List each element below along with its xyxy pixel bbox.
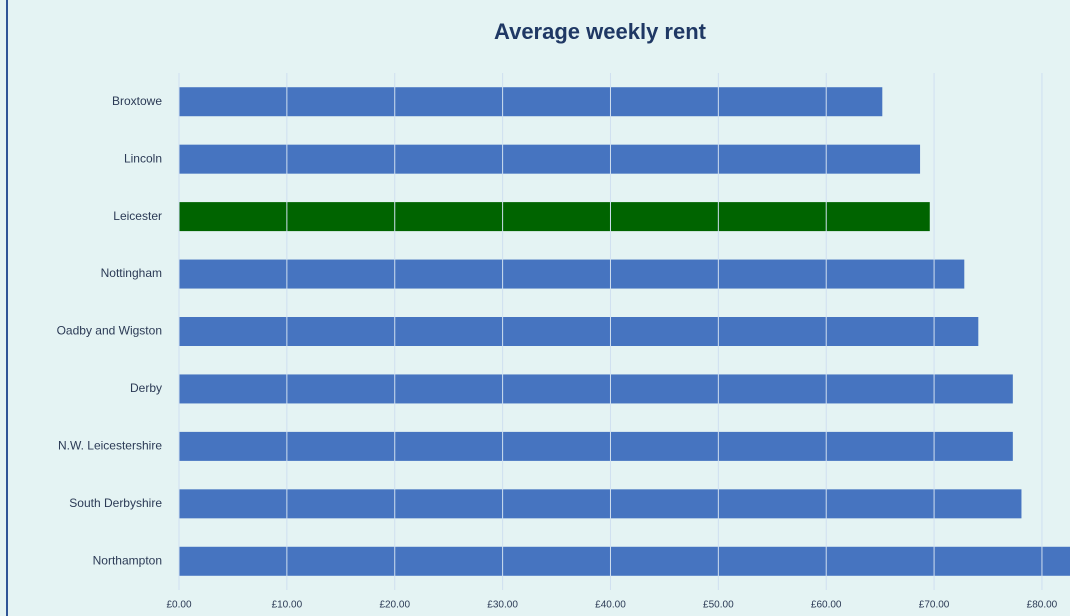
y-tick-label: Leicester bbox=[113, 209, 162, 223]
bar bbox=[179, 87, 883, 117]
x-tick-label: £10.00 bbox=[272, 600, 303, 611]
x-tick-label: £40.00 bbox=[595, 600, 626, 611]
bar bbox=[179, 374, 1013, 404]
chart-title: Average weekly rent bbox=[494, 19, 707, 44]
y-tick-label: Broxtowe bbox=[112, 94, 162, 108]
bar bbox=[179, 431, 1013, 461]
bar bbox=[179, 202, 930, 232]
y-tick-label: Derby bbox=[130, 381, 162, 395]
y-tick-label: N.W. Leicestershire bbox=[58, 439, 162, 453]
plot-area bbox=[179, 87, 1070, 576]
bar bbox=[179, 144, 921, 174]
x-tick-label: £20.00 bbox=[379, 600, 410, 611]
y-tick-label: Northampton bbox=[93, 553, 162, 567]
bar bbox=[179, 489, 1022, 519]
x-tick-label: £0.00 bbox=[166, 600, 191, 611]
x-tick-label: £60.00 bbox=[811, 600, 842, 611]
bar bbox=[179, 259, 965, 289]
bar bbox=[179, 546, 1070, 576]
x-tick-label: £80.00 bbox=[1027, 600, 1058, 611]
x-tick-label: £70.00 bbox=[919, 600, 950, 611]
x-tick-label: £30.00 bbox=[487, 600, 518, 611]
y-tick-label: Nottingham bbox=[101, 266, 162, 280]
y-tick-label: South Derbyshire bbox=[69, 496, 162, 510]
y-tick-label: Lincoln bbox=[124, 151, 162, 165]
bar bbox=[179, 317, 979, 346]
y-tick-label: Oadby and Wigston bbox=[57, 324, 162, 338]
x-tick-label: £50.00 bbox=[703, 600, 734, 611]
